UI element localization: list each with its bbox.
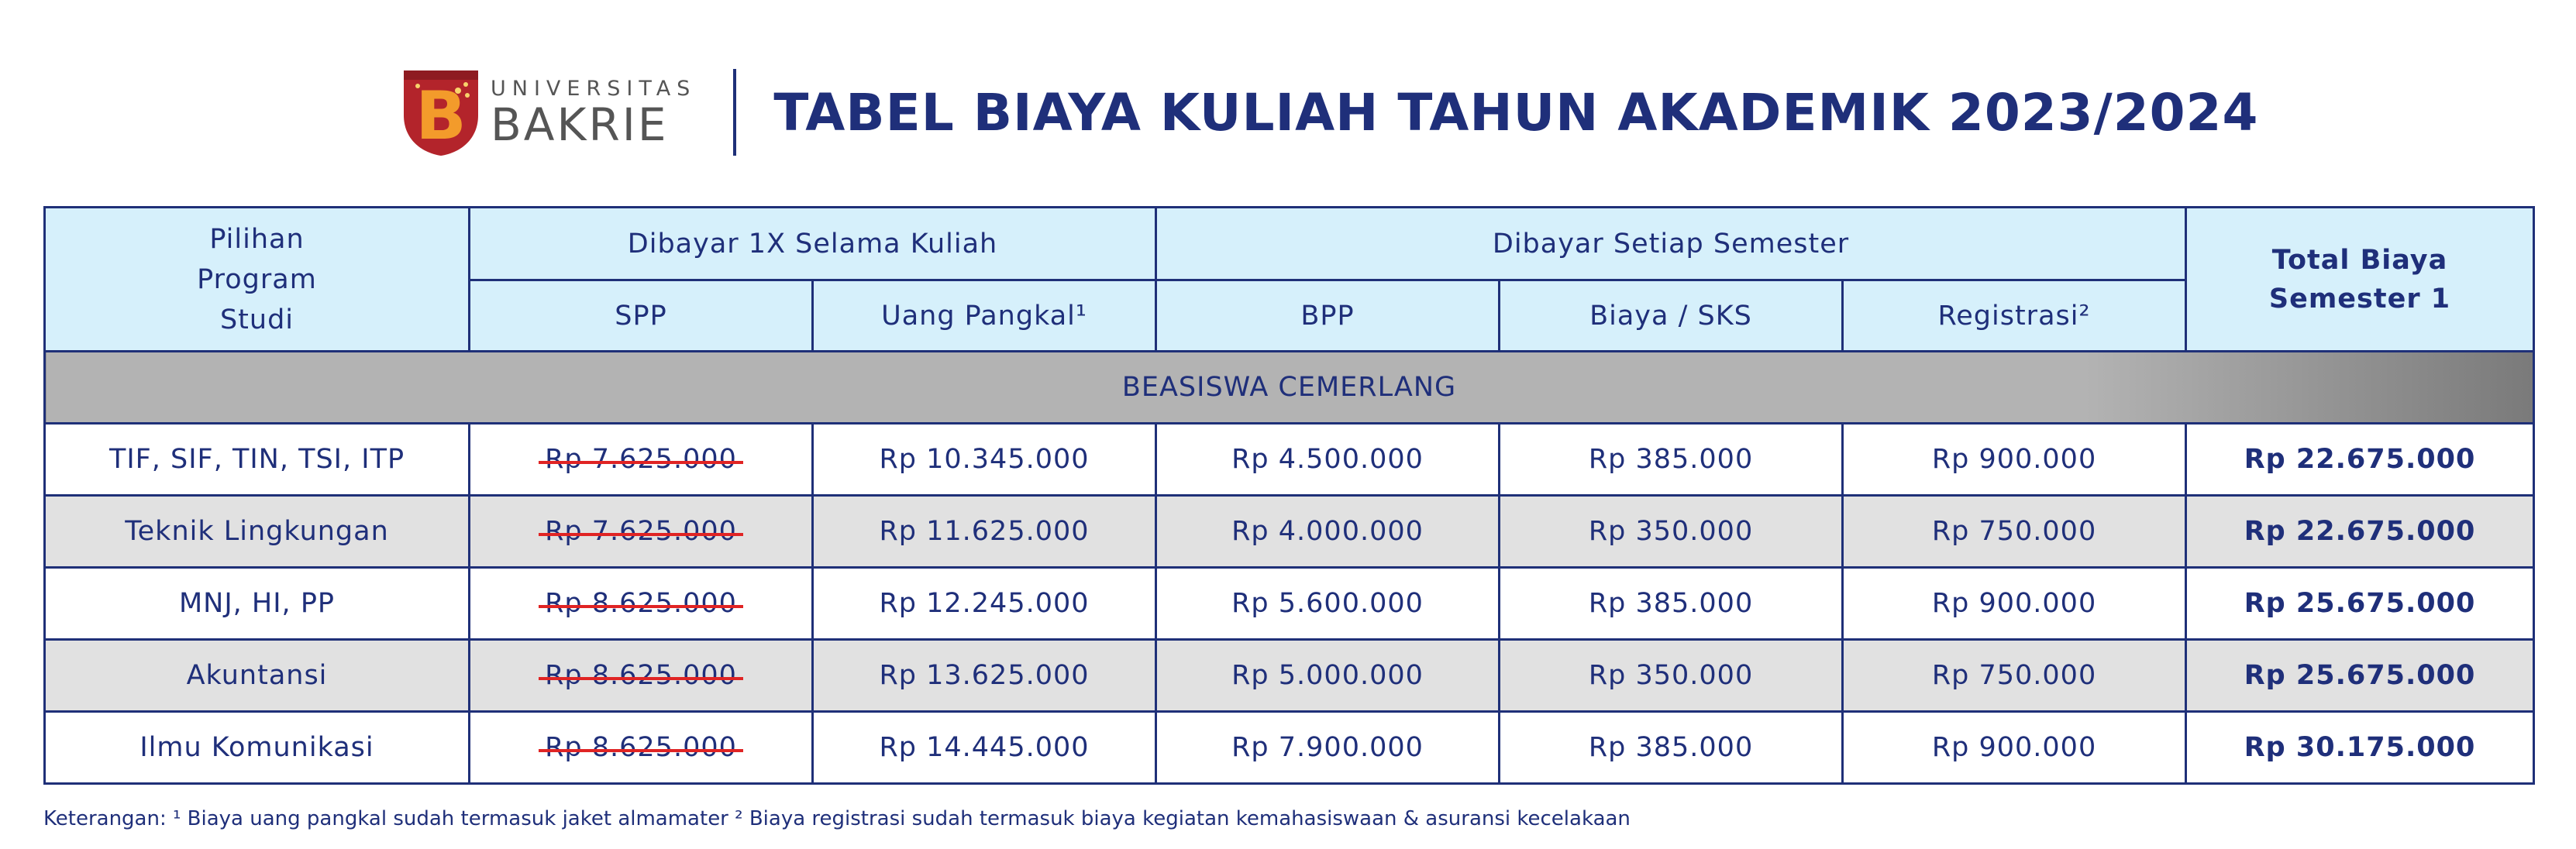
cell-program: MNJ, HI, PP (43, 566, 470, 641)
cell-bpp: Rp 5.000.000 (1155, 638, 1501, 713)
cell-uang-pangkal: Rp 12.245.000 (811, 566, 1158, 641)
logo-university-name: BAKRIE (491, 98, 669, 151)
header-bpp: BPP (1155, 279, 1501, 352)
header-semester-group: Dibayar Setiap Semester (1155, 206, 2188, 281)
cell-registrasi: Rp 750.000 (1841, 638, 2188, 713)
footnote: Keterangan: ¹ Biaya uang pangkal sudah t… (43, 807, 1631, 830)
header-total-label: Total Biaya Semester 1 (2268, 244, 2451, 315)
section-row: BEASISWA CEMERLANG (43, 350, 2536, 424)
section-label: BEASISWA CEMERLANG (43, 350, 2536, 424)
header-registrasi: Registrasi² (1841, 279, 2188, 352)
cell-registrasi: Rp 900.000 (1841, 710, 2188, 785)
table-row: Ilmu Komunikasi Rp 8.625.000 Rp 14.445.0… (43, 710, 2536, 785)
cell-biaya-sks: Rp 350.000 (1498, 638, 1844, 713)
cell-program: Teknik Lingkungan (43, 494, 470, 569)
cell-total: Rp 22.675.000 (2185, 422, 2536, 497)
table-row: Teknik Lingkungan Rp 7.625.000 Rp 11.625… (43, 494, 2536, 569)
cell-biaya-sks: Rp 385.000 (1498, 710, 1844, 785)
cell-bpp: Rp 4.000.000 (1155, 494, 1501, 569)
cell-biaya-sks: Rp 350.000 (1498, 494, 1844, 569)
cell-uang-pangkal: Rp 14.445.000 (811, 710, 1158, 785)
university-logo-icon: B (401, 67, 481, 157)
page-header: B UNIVERSITAS BAKRIE TABEL BIAYA KULIAH … (401, 65, 2258, 160)
logo-wordmark: UNIVERSITAS BAKRIE (491, 67, 696, 157)
cell-bpp: Rp 5.600.000 (1155, 566, 1501, 641)
cell-spp: Rp 8.625.000 (468, 566, 814, 641)
cell-bpp: Rp 4.500.000 (1155, 422, 1501, 497)
tuition-fee-table: Pilihan Program Studi Dibayar 1X Selama … (43, 206, 2536, 785)
cell-spp-struck-value: Rp 7.625.000 (539, 516, 743, 547)
cell-total: Rp 30.175.000 (2185, 710, 2536, 785)
cell-program: TIF, SIF, TIN, TSI, ITP (43, 422, 470, 497)
cell-total: Rp 25.675.000 (2185, 566, 2536, 641)
cell-spp-struck-value: Rp 8.625.000 (539, 732, 743, 763)
cell-registrasi: Rp 900.000 (1841, 422, 2188, 497)
logo-university-label: UNIVERSITAS (491, 77, 697, 101)
cell-registrasi: Rp 750.000 (1841, 494, 2188, 569)
cell-total: Rp 25.675.000 (2185, 638, 2536, 713)
cell-biaya-sks: Rp 385.000 (1498, 422, 1844, 497)
cell-spp: Rp 8.625.000 (468, 638, 814, 713)
cell-spp: Rp 7.625.000 (468, 422, 814, 497)
cell-bpp: Rp 7.900.000 (1155, 710, 1501, 785)
header-divider (733, 69, 737, 156)
cell-uang-pangkal: Rp 13.625.000 (811, 638, 1158, 713)
cell-registrasi: Rp 900.000 (1841, 566, 2188, 641)
cell-program: Ilmu Komunikasi (43, 710, 470, 785)
cell-spp-struck-value: Rp 7.625.000 (539, 444, 743, 475)
cell-uang-pangkal: Rp 11.625.000 (811, 494, 1158, 569)
cell-spp-struck-value: Rp 8.625.000 (539, 660, 743, 691)
table-row: Akuntansi Rp 8.625.000 Rp 13.625.000 Rp … (43, 638, 2536, 713)
header-biaya-sks: Biaya / SKS (1498, 279, 1844, 352)
header-total: Total Biaya Semester 1 (2185, 206, 2536, 352)
header-once-group: Dibayar 1X Selama Kuliah (467, 206, 1158, 281)
cell-spp: Rp 7.625.000 (468, 494, 814, 569)
table-row: TIF, SIF, TIN, TSI, ITP Rp 7.625.000 Rp … (43, 422, 2536, 497)
header-program: Pilihan Program Studi (43, 206, 470, 352)
cell-spp: Rp 8.625.000 (468, 710, 814, 785)
cell-total: Rp 22.675.000 (2185, 494, 2536, 569)
cell-program: Akuntansi (43, 638, 470, 713)
cell-biaya-sks: Rp 385.000 (1498, 566, 1844, 641)
table-row: MNJ, HI, PP Rp 8.625.000 Rp 12.245.000 R… (43, 566, 2536, 641)
cell-uang-pangkal: Rp 10.345.000 (811, 422, 1158, 497)
cell-spp-struck-value: Rp 8.625.000 (539, 588, 743, 619)
header-spp: SPP (468, 279, 814, 352)
page-title: TABEL BIAYA KULIAH TAHUN AKADEMIK 2023/2… (773, 82, 2259, 143)
header-uang-pangkal: Uang Pangkal¹ (811, 279, 1158, 352)
header-program-label: Pilihan Program Studi (197, 223, 317, 335)
